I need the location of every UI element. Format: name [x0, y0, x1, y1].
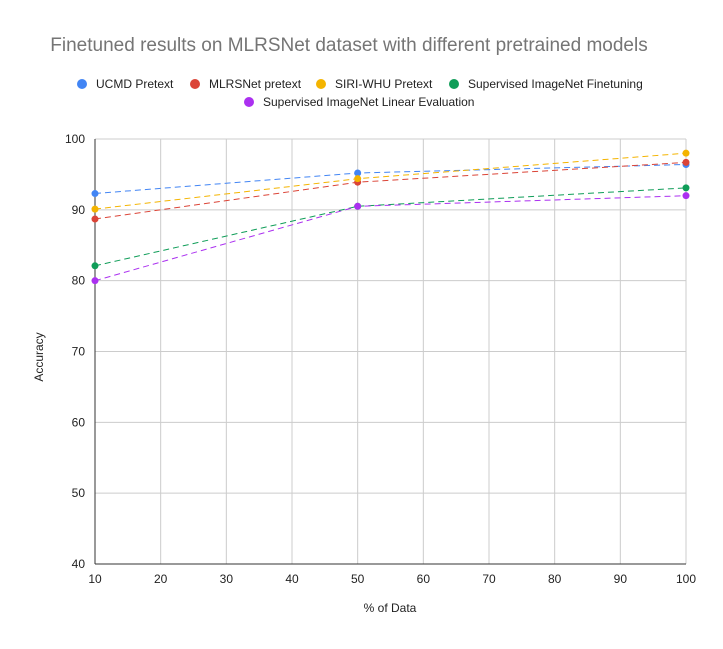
x-tick-label: 20: [154, 572, 168, 586]
x-tick-label: 60: [417, 572, 431, 586]
x-tick-label: 100: [676, 572, 696, 586]
data-point-siri-whu-pretext: [682, 149, 690, 157]
legend-marker-supervised-imagenet-linear-evaluation: [244, 97, 254, 107]
gridlines: [95, 138, 687, 564]
series-line-ucmd-pretext: [94, 164, 687, 194]
legend-marker-ucmd-pretext: [77, 79, 87, 89]
series-line-supervised-imagenet-finetuning: [94, 187, 687, 267]
legend-label-supervised-imagenet-linear-evaluation: Supervised ImageNet Linear Evaluation: [263, 95, 474, 109]
series-line-supervised-imagenet-linear-evaluation: [94, 195, 687, 282]
legend-item-supervised-imagenet-linear-evaluation: Supervised ImageNet Linear Evaluation: [244, 95, 474, 109]
y-tick-label: 100: [65, 132, 85, 146]
x-tick-label: 50: [351, 572, 365, 586]
y-tick-label: 90: [72, 203, 86, 217]
legend-item-ucmd-pretext: UCMD Pretext: [77, 77, 174, 91]
data-point-supervised-imagenet-linear-evaluation: [91, 277, 99, 285]
x-axis-title: % of Data: [364, 601, 417, 615]
legend: UCMD Pretext MLRSNet pretext SIRI-WHU Pr…: [77, 77, 643, 109]
y-tick-labels: 40 50 60 70 80 90 100: [65, 132, 85, 571]
data-point-ucmd-pretext: [354, 169, 362, 177]
data-point-supervised-imagenet-finetuning: [682, 184, 690, 192]
data-point-mlrsnet-pretext: [91, 215, 99, 223]
x-tick-label: 10: [88, 572, 102, 586]
y-tick-label: 60: [72, 415, 86, 429]
x-tick-label: 80: [548, 572, 562, 586]
data-point-supervised-imagenet-linear-evaluation: [354, 202, 362, 210]
y-axis-title: Accuracy: [32, 332, 46, 381]
series-line-mlrsnet-pretext: [94, 161, 687, 220]
data-point-siri-whu-pretext: [354, 175, 362, 183]
data-point-siri-whu-pretext: [91, 205, 99, 213]
y-tick-label: 50: [72, 486, 86, 500]
y-tick-label: 40: [72, 557, 86, 571]
x-tick-labels: 10 20 30 40 50 60 70 80 90 100: [88, 572, 696, 586]
y-tick-label: 80: [72, 274, 86, 288]
data-point-supervised-imagenet-linear-evaluation: [682, 192, 690, 200]
y-tick-label: 70: [72, 345, 86, 359]
legend-label-supervised-imagenet-finetuning: Supervised ImageNet Finetuning: [468, 77, 643, 91]
legend-item-supervised-imagenet-finetuning: Supervised ImageNet Finetuning: [449, 77, 643, 91]
series-lines: [94, 152, 687, 282]
x-tick-label: 90: [614, 572, 628, 586]
legend-item-siri-whu-pretext: SIRI-WHU Pretext: [316, 77, 433, 91]
legend-marker-mlrsnet-pretext: [190, 79, 200, 89]
legend-label-ucmd-pretext: UCMD Pretext: [96, 77, 174, 91]
legend-marker-siri-whu-pretext: [316, 79, 326, 89]
x-tick-label: 30: [220, 572, 234, 586]
data-point-supervised-imagenet-finetuning: [91, 262, 99, 270]
series-line-siri-whu-pretext: [94, 152, 687, 210]
data-point-ucmd-pretext: [91, 190, 99, 198]
x-tick-label: 70: [482, 572, 496, 586]
chart-title: Finetuned results on MLRSNet dataset wit…: [50, 35, 647, 56]
legend-label-mlrsnet-pretext: MLRSNet pretext: [209, 77, 302, 91]
data-point-mlrsnet-pretext: [682, 158, 690, 166]
legend-item-mlrsnet-pretext: MLRSNet pretext: [190, 77, 302, 91]
series-points: [91, 149, 690, 285]
legend-marker-supervised-imagenet-finetuning: [449, 79, 459, 89]
x-tick-label: 40: [285, 572, 299, 586]
legend-label-siri-whu-pretext: SIRI-WHU Pretext: [335, 77, 433, 91]
